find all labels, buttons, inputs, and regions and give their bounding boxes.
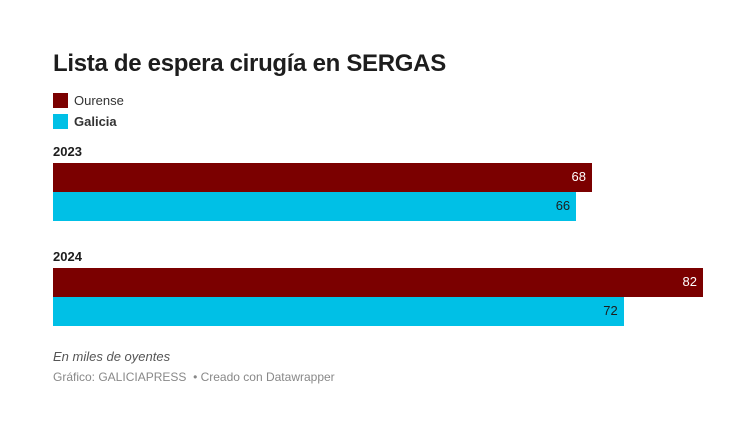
legend-swatch-ourense	[53, 93, 68, 108]
bar-ourense-2024: 82	[53, 268, 703, 297]
legend-item-ourense: Ourense	[53, 90, 124, 111]
bar-galicia-2023: 66	[53, 192, 577, 221]
legend: Ourense Galicia	[53, 90, 124, 132]
data-label: 68	[571, 169, 587, 184]
chart-source: Gráfico: GALICIAPRESS • Creado con Dataw…	[53, 370, 335, 384]
chart-title: Lista de espera cirugía en SERGAS	[53, 50, 446, 77]
legend-swatch-galicia	[53, 114, 68, 129]
group-label-2024: 2024	[53, 249, 82, 264]
bar-ourense-2023: 68	[53, 163, 593, 192]
chart-note: En miles de oyentes	[53, 349, 171, 364]
data-label: 82	[682, 274, 697, 289]
data-label: 66	[555, 198, 571, 213]
source-text: Gráfico: GALICIAPRESS	[53, 370, 187, 384]
group-label-2023: 2023	[53, 144, 82, 159]
legend-label: Ourense	[74, 93, 124, 108]
data-label: 72	[603, 303, 618, 318]
legend-item-galicia: Galicia	[53, 111, 124, 132]
credit-text: • Creado con Datawrapper	[193, 370, 335, 384]
bar-galicia-2024: 72	[53, 297, 624, 326]
legend-label: Galicia	[74, 114, 117, 129]
